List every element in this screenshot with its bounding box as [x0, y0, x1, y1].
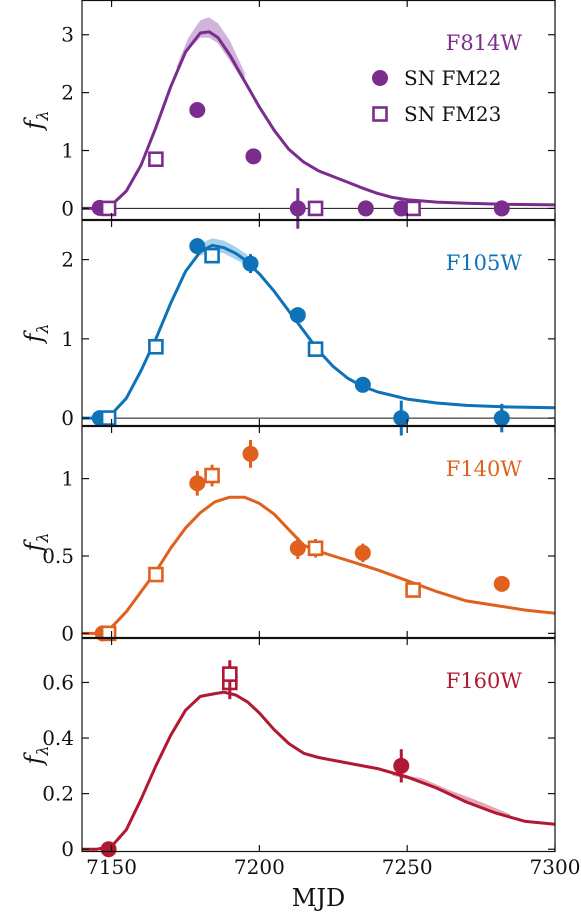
y-tick-label: 0.4 — [42, 726, 74, 750]
fm23-point — [307, 540, 324, 557]
legend-fm22-label: SN FM22 — [404, 66, 501, 90]
y-axis-label: fλ — [20, 110, 52, 131]
fm22-point — [100, 841, 117, 858]
x-axis-label: MJD — [292, 884, 345, 912]
fm22-point — [393, 757, 410, 774]
panel-frame — [81, 637, 556, 853]
model-uncertainty-band — [176, 17, 245, 84]
y-axis-label: fλ — [20, 532, 52, 553]
model-curve — [82, 30, 556, 210]
fm23-point — [405, 200, 421, 217]
filter-label: F140W — [446, 457, 523, 481]
panel-frame — [81, 425, 556, 639]
filter-label: F160W — [446, 669, 523, 693]
y-axis-label: fλ — [20, 745, 52, 766]
y-tick-label: 0 — [61, 837, 74, 861]
y-tick-label: 0 — [61, 621, 74, 645]
panel-f814w: 0 1 2 3 fλ F814W SN FM22 SN FM23 — [20, 0, 556, 229]
y-tick-label: 1 — [61, 139, 74, 163]
model-curve — [82, 243, 556, 420]
legend: SN FM22 SN FM23 — [372, 66, 501, 126]
panel-f105w: 0 1 2 fλ F105W — [20, 219, 556, 436]
y-tick-label: 0.2 — [42, 782, 74, 806]
y-tick-label: 1 — [61, 467, 74, 491]
y-tick-label: 0 — [61, 406, 74, 430]
fm22-point — [493, 575, 510, 592]
filter-label: F814W — [446, 31, 523, 55]
fm23-point — [405, 582, 421, 598]
y-axis-label-subscript: λ — [33, 745, 52, 756]
x-tick-label: 7150 — [86, 855, 137, 879]
panel-frame — [81, 219, 556, 427]
fm22-point — [289, 540, 306, 557]
x-tick-label: 7200 — [234, 855, 285, 879]
model-curve — [82, 495, 556, 635]
fm22-point — [354, 376, 371, 393]
fm22-point — [189, 238, 206, 255]
fm23-point — [307, 341, 324, 357]
panel-f140w: 0 0.5 1 fλ F140W — [20, 425, 556, 645]
y-tick-label: 1 — [61, 327, 74, 351]
y-axis-label: fλ — [20, 323, 52, 344]
y-tick-label: 0.5 — [42, 544, 74, 568]
fm23-point — [100, 410, 117, 426]
fm22-point — [289, 307, 306, 324]
fm23-point — [148, 151, 164, 168]
fm23-point — [222, 666, 238, 682]
y-tick-label: 0 — [61, 196, 74, 220]
fm23-point — [148, 338, 164, 355]
fm22-point — [189, 102, 206, 118]
legend-fm22-marker — [372, 70, 388, 86]
legend-fm23-label: SN FM23 — [404, 102, 501, 126]
y-axis-label-subscript: λ — [33, 323, 52, 334]
fm23-point — [100, 200, 117, 217]
fm22-point — [242, 445, 259, 462]
fm22-point — [242, 255, 259, 272]
y-tick-label: 3 — [61, 23, 74, 47]
fm22-point — [189, 475, 206, 492]
fm22-point — [245, 148, 262, 165]
legend-fm23-marker — [372, 106, 388, 122]
y-axis-label-subscript: λ — [33, 110, 52, 121]
fm22-point — [357, 200, 374, 217]
y-tick-label: 0.6 — [42, 670, 74, 694]
fm23-point — [204, 247, 220, 264]
x-tick-label: 7250 — [382, 855, 433, 879]
y-tick-label: 2 — [61, 248, 74, 272]
panel-frame — [81, 0, 556, 221]
fm22-point — [493, 200, 510, 217]
panel-f160w: 0 0.2 0.4 0.6 fλ F160W — [20, 637, 556, 861]
fm22-point — [289, 200, 306, 217]
x-tick-label: 7300 — [530, 855, 581, 879]
fm22-point — [493, 410, 510, 427]
filter-label: F105W — [446, 251, 523, 275]
fm22-point — [393, 410, 410, 427]
fm23-point — [204, 467, 220, 484]
fm22-point — [393, 200, 410, 217]
y-axis-label-subscript: λ — [33, 532, 52, 543]
fm23-point — [307, 200, 324, 217]
y-tick-label: 2 — [61, 81, 74, 105]
fm22-point — [354, 544, 371, 561]
fm23-point — [148, 566, 164, 583]
model-curve — [82, 690, 556, 851]
